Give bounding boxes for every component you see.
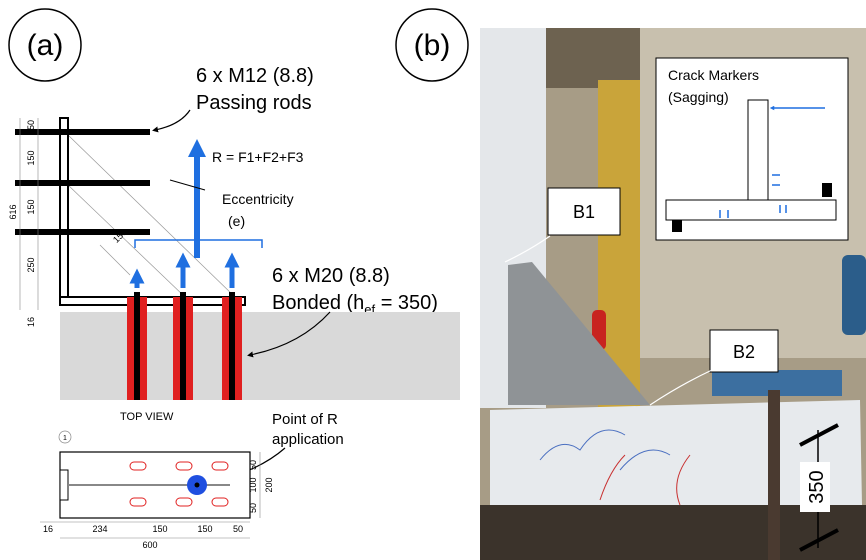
dim-label: 150	[197, 524, 212, 534]
dim-label: 16	[43, 524, 53, 534]
inset-title: Crack Markers	[668, 67, 759, 83]
dim-label: 600	[142, 540, 157, 550]
dim-label: 250	[26, 257, 36, 272]
b1-label: B1	[573, 202, 595, 222]
b2-label: B2	[733, 342, 755, 362]
frame	[546, 28, 640, 88]
rods-title: 6 x M12 (8.8)	[196, 65, 314, 87]
diagonal	[68, 185, 185, 297]
inset-title: (Sagging)	[668, 89, 729, 105]
leader-arrow	[155, 110, 190, 130]
diagonal	[68, 135, 235, 297]
dim-label: 150	[152, 524, 167, 534]
load-point-center	[195, 483, 200, 488]
dim-label: 100	[248, 477, 258, 492]
dim-label: 150	[26, 150, 36, 165]
point-label: application	[272, 431, 344, 448]
anchor	[180, 292, 186, 400]
panel-label: (b)	[414, 29, 451, 62]
dim-label: 50	[233, 524, 243, 534]
dim-label: 200	[264, 477, 274, 492]
vertical-plate	[60, 118, 68, 305]
diagonal	[100, 245, 130, 275]
panel-label: (a)	[27, 29, 64, 62]
dim-label: 50	[248, 503, 258, 513]
point-label: Point of R	[272, 411, 338, 428]
eccentricity-label: Eccentricity	[222, 191, 294, 207]
anchors	[127, 292, 242, 400]
dim-label: 234	[92, 524, 107, 534]
dim-label: 150	[26, 199, 36, 214]
eccentricity-symbol: (e)	[228, 213, 245, 229]
plan-vertical-plate	[60, 470, 68, 500]
anchor	[134, 292, 140, 400]
dim-label: 50	[248, 460, 258, 470]
diagonals	[68, 135, 235, 297]
concrete	[60, 312, 460, 400]
inset-support	[822, 183, 832, 197]
rods-subtitle: Passing rods	[196, 92, 312, 114]
floor	[480, 505, 866, 560]
subtitle-text: = 350)	[375, 292, 438, 314]
subtitle-text: Bonded (h	[272, 292, 364, 314]
base-plate	[60, 297, 245, 305]
figure: (a) 6 x M12 (8.8) Passing rods 50 150 15…	[0, 0, 866, 560]
inset-support	[672, 220, 682, 232]
dim-label: 616	[8, 204, 18, 219]
inset	[656, 58, 848, 240]
dim-label: 16	[26, 317, 36, 327]
threaded-rod	[768, 390, 780, 560]
blue-device	[842, 255, 866, 335]
resultant-label: R = F1+F2+F3	[212, 149, 304, 165]
anchor	[229, 292, 235, 400]
top-view-label: TOP VIEW	[120, 411, 174, 423]
anchors-title: 6 x M20 (8.8)	[272, 265, 390, 287]
dim-label: 50	[26, 120, 36, 130]
view-number: 1	[63, 435, 67, 442]
depth-label: 350	[806, 470, 828, 503]
